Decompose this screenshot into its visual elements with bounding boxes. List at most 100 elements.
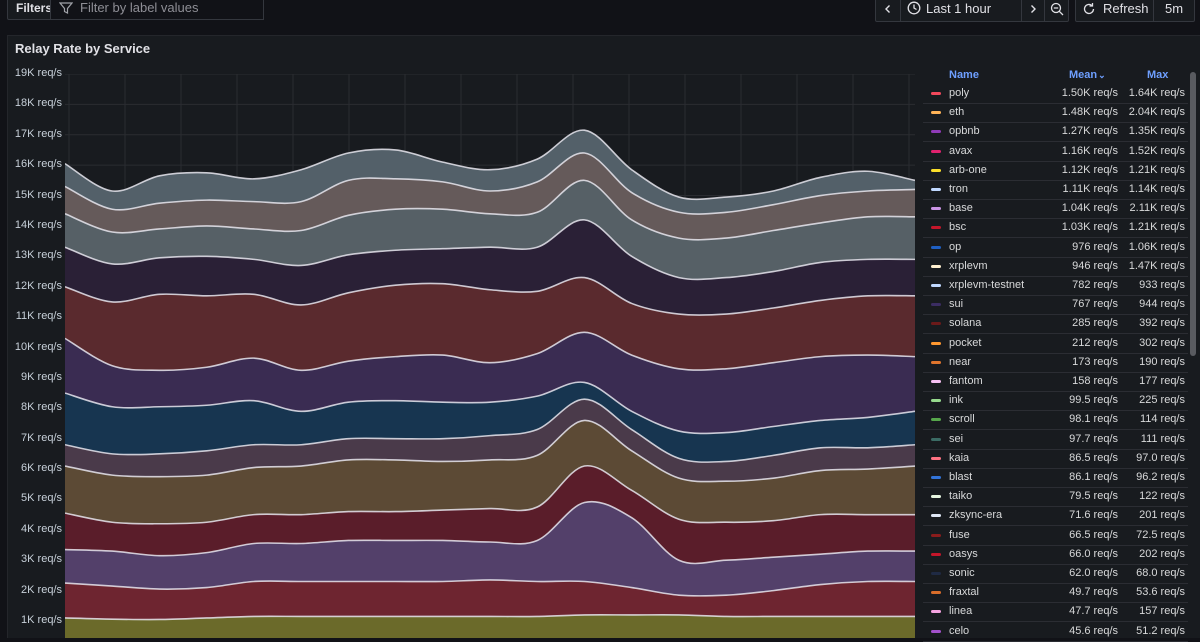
legend-series-name: poly — [949, 87, 970, 99]
series-color-swatch — [931, 188, 941, 191]
y-tick-label: 14K req/s — [14, 218, 62, 231]
zoom-out-icon — [1050, 2, 1063, 16]
legend-scrollbar[interactable] — [1190, 72, 1196, 356]
legend-row[interactable]: oasys 66.0 req/s 202 req/s — [923, 545, 1188, 565]
legend-max-value: 1.64K req/s — [1128, 87, 1185, 99]
legend-max-value: 1.21K req/s — [1128, 163, 1185, 176]
legend-row[interactable]: celo 45.6 req/s 51.2 req/s — [923, 622, 1188, 642]
series-color-swatch — [931, 226, 941, 230]
legend-series-name: fuse — [949, 528, 970, 541]
legend-row[interactable]: zksync-era 71.6 req/s 201 req/s — [923, 506, 1188, 527]
legend-row[interactable]: tron 1.11K req/s 1.14K req/s — [923, 180, 1188, 200]
legend-mean-value: 285 req/s — [1072, 317, 1118, 330]
refresh-icon — [1083, 3, 1095, 15]
filters-button[interactable]: Filters — [7, 0, 62, 20]
legend-header-max[interactable]: Max — [1147, 69, 1169, 81]
stacked-area-chart[interactable] — [65, 74, 915, 638]
series-color-swatch — [931, 533, 941, 537]
legend-header-name[interactable]: Name — [949, 69, 979, 81]
series-color-swatch — [931, 264, 941, 268]
series-line-band-2 — [65, 579, 915, 597]
series-color-swatch — [931, 552, 941, 556]
legend-max-value: 944 req/s — [1139, 298, 1185, 311]
legend-row[interactable]: sei 97.7 req/s 111 req/s — [923, 430, 1188, 450]
legend-row[interactable]: near 173 req/s 190 req/s — [923, 353, 1188, 373]
series-line-band-4 — [65, 465, 915, 525]
series-color-swatch — [931, 130, 941, 134]
legend-max-value: 933 req/s — [1139, 279, 1185, 291]
y-tick-label: 18K req/s — [14, 97, 62, 110]
y-tick-label: 16K req/s — [14, 158, 62, 171]
legend-row[interactable]: avax 1.16K req/s 1.52K req/s — [923, 142, 1188, 162]
legend-series-name: solana — [949, 317, 982, 330]
legend-max-value: 1.47K req/s — [1128, 259, 1185, 272]
legend-row[interactable]: fuse 66.5 req/s 72.5 req/s — [923, 526, 1188, 546]
legend-mean-value: 1.03K req/s — [1061, 221, 1118, 234]
legend-mean-value: 1.11K req/s — [1062, 183, 1118, 195]
legend-row[interactable]: taiko 79.5 req/s 122 req/s — [923, 487, 1188, 508]
refresh-interval-picker[interactable]: 5m — [1154, 0, 1194, 21]
legend-mean-value: 99.5 req/s — [1069, 394, 1118, 407]
legend-series-name: sonic — [949, 567, 975, 579]
zoom-out-button[interactable] — [1045, 0, 1068, 21]
series-color-swatch — [931, 495, 941, 499]
legend-mean-value: 1.04K req/s — [1061, 202, 1118, 215]
series-color-swatch — [931, 168, 941, 172]
series-line-band-6 — [65, 398, 915, 463]
legend-series-name: xrplevm-testnet — [949, 279, 1025, 291]
series-color-swatch — [931, 399, 941, 403]
legend-row[interactable]: xrplevm 946 req/s 1.47K req/s — [923, 257, 1188, 277]
y-tick-label: 11K req/s — [15, 310, 62, 323]
legend-row[interactable]: opbnb 1.27K req/s 1.35K req/s — [923, 122, 1188, 143]
refresh-group: Refresh 5m — [1075, 0, 1195, 22]
series-color-swatch — [931, 322, 941, 326]
legend-series-name: near — [949, 355, 972, 368]
legend-row[interactable]: blast 86.1 req/s 96.2 req/s — [923, 468, 1188, 488]
legend-row[interactable]: solana 285 req/s 392 req/s — [923, 314, 1188, 335]
legend-series-name: linea — [949, 605, 973, 618]
legend-series-name: pocket — [949, 336, 982, 349]
refresh-interval-label: 5m — [1164, 1, 1184, 16]
refresh-button[interactable]: Refresh — [1076, 0, 1153, 21]
filter-input[interactable]: Filter by label values — [50, 0, 264, 20]
legend-series-name: fraxtal — [949, 586, 979, 599]
legend-row[interactable]: poly 1.50K req/s 1.64K req/s — [923, 84, 1188, 104]
legend-row[interactable]: eth 1.48K req/s 2.04K req/s — [923, 103, 1188, 124]
series-color-swatch — [931, 341, 941, 345]
dashboard-toolbar: Filters Filter by label values Last 1 ho… — [0, 0, 1200, 26]
legend-row[interactable]: scroll 98.1 req/s 114 req/s — [923, 410, 1188, 431]
legend-max-value: 122 req/s — [1139, 490, 1185, 503]
legend-row[interactable]: arb-one 1.12K req/s 1.21K req/s — [923, 161, 1188, 181]
legend-row[interactable]: linea 47.7 req/s 157 req/s — [923, 602, 1188, 623]
legend-row[interactable]: sonic 62.0 req/s 68.0 req/s — [923, 564, 1188, 584]
y-tick-label: 8K req/s — [21, 401, 62, 414]
time-back-button[interactable] — [876, 0, 900, 21]
sort-desc-icon: ⌄ — [1098, 70, 1106, 80]
legend-mean-value: 86.1 req/s — [1069, 471, 1118, 483]
legend-row[interactable]: fantom 158 req/s 177 req/s — [923, 372, 1188, 392]
legend-row[interactable]: sui 767 req/s 944 req/s — [923, 295, 1188, 316]
y-tick-label: 4K req/s — [21, 522, 62, 535]
legend-header-mean[interactable]: Mean⌄ — [1069, 69, 1106, 84]
y-tick-label: 5K req/s — [21, 492, 62, 505]
legend-header-mean-label: Mean — [1069, 69, 1098, 81]
legend-row[interactable]: bsc 1.03K req/s 1.21K req/s — [923, 218, 1188, 239]
legend-mean-value: 97.7 req/s — [1069, 432, 1118, 445]
legend-mean-value: 1.27K req/s — [1061, 125, 1118, 138]
time-range-picker[interactable]: Last 1 hour — [901, 0, 1021, 21]
legend-row[interactable]: pocket 212 req/s 302 req/s — [923, 334, 1188, 354]
legend-row[interactable]: ink 99.5 req/s 225 req/s — [923, 391, 1188, 412]
legend-series-name: zksync-era — [949, 509, 1003, 522]
panel-title[interactable]: Relay Rate by Service — [15, 41, 151, 56]
time-forward-button[interactable] — [1022, 0, 1044, 21]
legend-row[interactable]: fraxtal 49.7 req/s 53.6 req/s — [923, 583, 1188, 604]
legend-max-value: 202 req/s — [1139, 547, 1185, 560]
legend-mean-value: 45.6 req/s — [1069, 624, 1118, 637]
y-tick-label: 13K req/s — [14, 249, 62, 262]
legend-row[interactable]: op 976 req/s 1.06K req/s — [923, 238, 1188, 258]
legend-row[interactable]: kaia 86.5 req/s 97.0 req/s — [923, 449, 1188, 469]
legend-max-value: 114 req/s — [1139, 413, 1185, 426]
legend-row[interactable]: xrplevm-testnet 782 req/s 933 req/s — [923, 276, 1188, 296]
legend-row[interactable]: base 1.04K req/s 2.11K req/s — [923, 199, 1188, 220]
legend-mean-value: 1.12K req/s — [1061, 163, 1118, 176]
